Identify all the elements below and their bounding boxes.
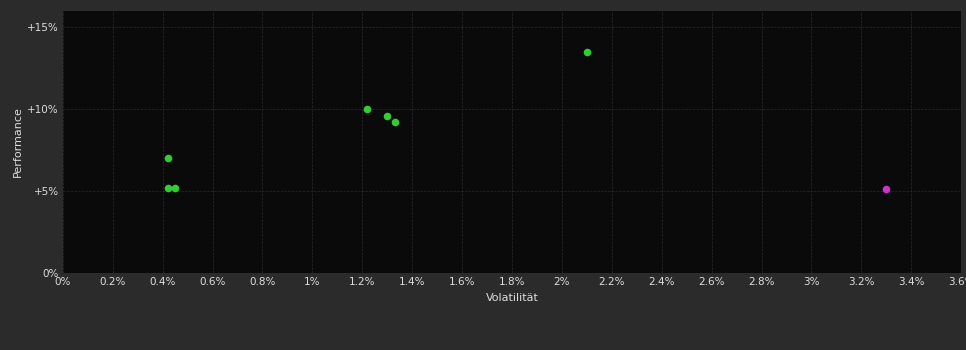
Point: [159, 185, 176, 190]
Point: [159, 155, 176, 161]
Point: [167, 185, 183, 190]
Point: [579, 49, 594, 54]
Point: [387, 119, 403, 125]
Y-axis label: Performance: Performance: [13, 106, 23, 177]
Point: [878, 187, 894, 192]
X-axis label: Volatilität: Volatilität: [486, 293, 538, 303]
Point: [380, 113, 395, 118]
Point: [359, 106, 375, 112]
